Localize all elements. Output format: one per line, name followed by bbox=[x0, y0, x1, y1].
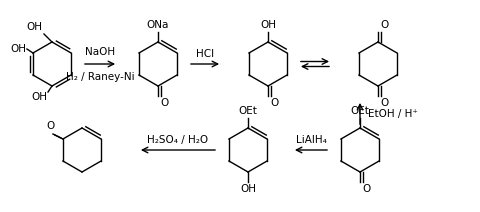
Text: O: O bbox=[160, 98, 168, 108]
Text: OH: OH bbox=[31, 92, 47, 102]
Text: EtOH / H⁺: EtOH / H⁺ bbox=[368, 109, 418, 119]
Text: OEt: OEt bbox=[239, 106, 257, 116]
Text: H₂ / Raney-Ni: H₂ / Raney-Ni bbox=[66, 72, 134, 82]
Text: O: O bbox=[47, 121, 55, 131]
Text: OH: OH bbox=[240, 184, 256, 194]
Text: O: O bbox=[270, 98, 278, 108]
Text: OH: OH bbox=[26, 22, 42, 32]
Text: HCl: HCl bbox=[196, 49, 214, 59]
Text: O: O bbox=[380, 98, 388, 108]
Text: OEt: OEt bbox=[350, 106, 370, 116]
Text: LiAlH₄: LiAlH₄ bbox=[296, 135, 326, 145]
Text: H₂SO₄ / H₂O: H₂SO₄ / H₂O bbox=[147, 135, 209, 145]
Text: ONa: ONa bbox=[147, 20, 169, 30]
Text: O: O bbox=[380, 20, 388, 30]
Text: OH: OH bbox=[10, 44, 26, 54]
Text: NaOH: NaOH bbox=[85, 47, 115, 57]
Text: O: O bbox=[362, 184, 370, 194]
Text: OH: OH bbox=[260, 20, 276, 30]
